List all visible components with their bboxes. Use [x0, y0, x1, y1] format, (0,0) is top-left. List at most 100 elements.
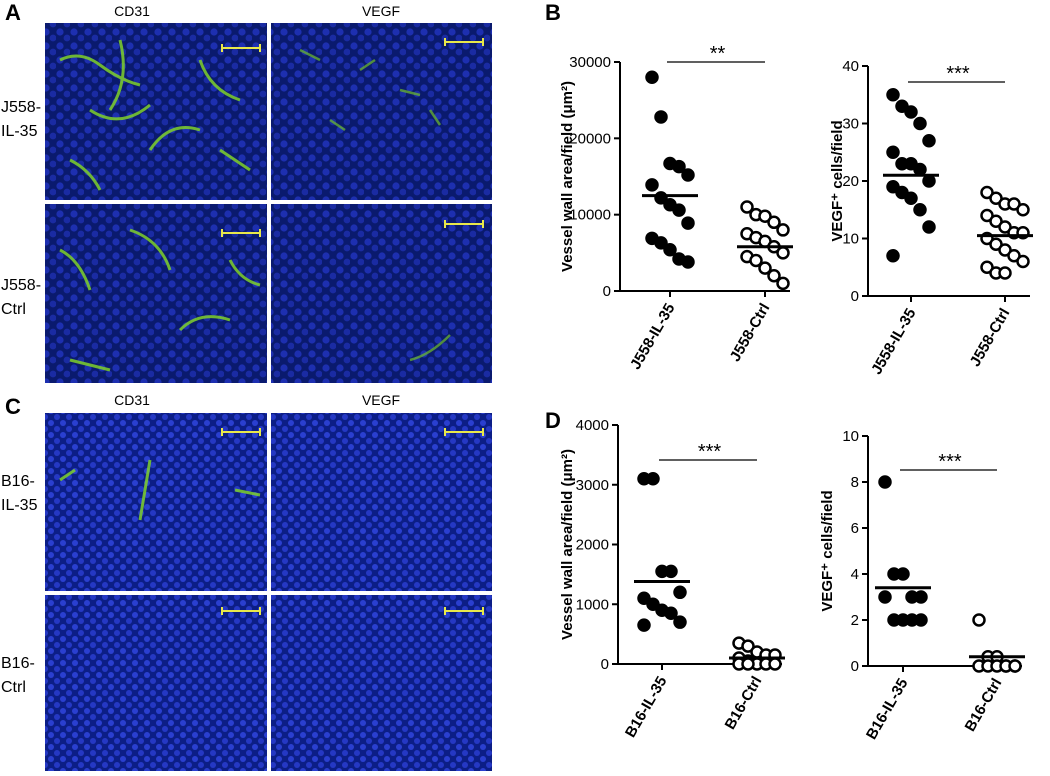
row-label: Ctrl — [1, 679, 26, 696]
data-point — [776, 276, 790, 291]
micrograph — [271, 23, 492, 200]
y-axis-label: Vessel wall area/field (μm²) — [559, 449, 576, 640]
x-tick-label: J558-Ctrl — [727, 301, 774, 365]
panel-label: D — [545, 408, 561, 433]
y-tick-label: 30 — [842, 116, 859, 133]
data-point — [681, 216, 695, 230]
data-point — [767, 215, 781, 230]
row-label: IL-35 — [1, 497, 38, 514]
micrographs — [45, 23, 492, 771]
micrograph — [45, 204, 267, 383]
row-label: IL-35 — [1, 123, 38, 140]
data-point — [922, 174, 936, 188]
y-tick-label: 0 — [603, 283, 611, 300]
data-point — [758, 261, 772, 275]
data-point — [886, 145, 900, 159]
y-tick-label: 0 — [851, 288, 859, 305]
y-tick-label: 1000 — [576, 596, 609, 613]
data-point — [741, 657, 755, 671]
data-point — [886, 249, 900, 263]
data-point — [913, 162, 927, 177]
micrograph — [271, 595, 492, 771]
data-point — [878, 475, 892, 489]
y-axis-label: VEGF⁺ cells/field — [819, 490, 836, 611]
data-point — [646, 597, 660, 611]
row-label: J558- — [1, 99, 41, 116]
y-tick-label: 20 — [842, 173, 859, 190]
data-point — [673, 585, 687, 600]
data-point — [914, 590, 928, 604]
scale-bars — [221, 38, 484, 615]
data-point — [645, 178, 659, 192]
x-tick-label: B16-IL-35 — [863, 676, 911, 743]
column-label: CD31 — [114, 3, 150, 19]
data-point — [654, 236, 668, 250]
y-tick-label: 4 — [851, 566, 859, 583]
data-point — [922, 220, 936, 234]
panel-label: B — [545, 0, 561, 25]
data-point — [972, 613, 986, 627]
data-point — [741, 639, 755, 653]
data-point — [1008, 659, 1022, 673]
data-point — [664, 606, 678, 620]
data-point — [878, 590, 892, 604]
data-point — [913, 116, 927, 131]
data-point — [904, 105, 918, 119]
data-point — [672, 203, 686, 217]
y-axis-label: Vessel wall area/field (μm²) — [559, 81, 576, 272]
y-tick-label: 30000 — [569, 54, 611, 71]
y-tick-label: 20000 — [569, 130, 611, 147]
panel-label: C — [5, 394, 21, 419]
data-point — [637, 618, 651, 632]
data-point — [681, 168, 695, 182]
y-tick-label: 10000 — [569, 207, 611, 224]
y-tick-label: 3000 — [576, 477, 609, 494]
y-tick-label: 10 — [842, 231, 859, 248]
data-point — [664, 564, 678, 579]
data-point — [1016, 203, 1030, 217]
data-point — [749, 253, 763, 268]
row-label: Ctrl — [1, 301, 26, 318]
y-tick-label: 0 — [851, 658, 859, 675]
data-point — [758, 209, 772, 223]
data-point — [1016, 254, 1030, 269]
data-point — [998, 266, 1012, 280]
x-tick-label: J558-IL-35 — [868, 306, 919, 378]
row-label: B16- — [1, 473, 35, 490]
data-point — [645, 70, 659, 85]
row-label: B16- — [1, 655, 35, 672]
x-tick-label: J558-IL-35 — [627, 301, 678, 373]
x-tick-label: J558-Ctrl — [967, 306, 1014, 370]
x-tick-label: B16-Ctrl — [722, 674, 766, 733]
data-point — [637, 591, 651, 606]
row-label: J558- — [1, 277, 41, 294]
data-point — [914, 613, 928, 627]
y-tick-label: 2000 — [576, 537, 609, 554]
data-point — [904, 191, 918, 205]
data-point — [913, 203, 927, 217]
data-point — [776, 223, 790, 237]
cd31-stain — [59, 39, 261, 521]
y-axis-label: VEGF⁺ cells/field — [829, 120, 846, 241]
micrograph — [45, 23, 267, 200]
data-point — [740, 200, 754, 214]
column-label: VEGF — [362, 3, 400, 19]
micrograph — [45, 413, 267, 591]
vegf-stain — [299, 48, 451, 362]
y-tick-label: 0 — [601, 656, 609, 673]
data-point — [654, 110, 668, 124]
y-tick-label: 4000 — [576, 417, 609, 434]
data-point — [896, 567, 910, 581]
data-point — [886, 88, 900, 102]
data-point — [922, 134, 936, 148]
micrograph — [271, 413, 492, 591]
column-label: VEGF — [362, 392, 400, 408]
data-point — [673, 615, 687, 629]
x-tick-label: B16-Ctrl — [962, 676, 1006, 735]
data-point — [646, 472, 660, 486]
micrograph — [45, 595, 267, 771]
data-point — [672, 159, 686, 174]
significance-label: *** — [938, 451, 962, 473]
data-point — [776, 246, 790, 260]
significance-label: ** — [710, 43, 726, 65]
